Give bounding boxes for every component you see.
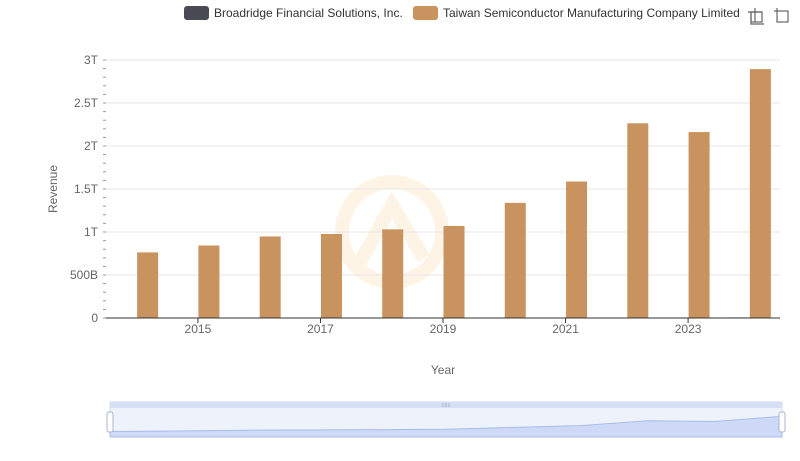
legend-item-broadridge[interactable]: Broadridge Financial Solutions, Inc. [184, 6, 403, 20]
data-zoom-preview [109, 415, 783, 438]
bar-tsmc-2014[interactable] [137, 252, 159, 318]
bar-tsmc-2024[interactable] [749, 69, 771, 318]
y-tick-label: 2.5T [74, 96, 99, 110]
legend-swatch-tsmc [413, 6, 438, 20]
x-axis: 2015 2017 2019 2021 2023 [185, 318, 702, 336]
y-tick-label: 1T [84, 225, 99, 239]
bar-tsmc-2023[interactable] [688, 132, 710, 318]
bar-tsmc-2016[interactable] [259, 236, 281, 318]
legend-swatch-broadridge [184, 6, 209, 20]
restore-icon[interactable] [774, 8, 789, 23]
y-tick-label: 3T [84, 53, 99, 67]
legend-item-tsmc[interactable]: Taiwan Semiconductor Manufacturing Compa… [413, 6, 740, 20]
bar-tsmc-2020[interactable] [504, 202, 526, 318]
bar-tsmc-2021[interactable] [566, 181, 588, 318]
y-axis: 0 500B 1T 1.5T 2T 2.5T 3T [70, 53, 106, 325]
bar-tsmc-2015[interactable] [198, 245, 220, 318]
data-zoom-handle-right[interactable] [778, 411, 786, 433]
y-tick-label: 500B [70, 268, 98, 282]
x-tick-label: 2019 [430, 322, 457, 336]
zoom-icon[interactable] [748, 8, 764, 25]
data-zoom-slider[interactable] [106, 401, 786, 438]
legend: Broadridge Financial Solutions, Inc. Tai… [184, 6, 740, 20]
bar-tsmc-2022[interactable] [627, 123, 649, 319]
y-tick-label: 2T [84, 139, 99, 153]
x-tick-label: 2017 [307, 322, 334, 336]
x-tick-label: 2021 [552, 322, 579, 336]
y-axis-title: Revenue [46, 165, 60, 213]
bars [114, 69, 771, 319]
bar-tsmc-2017[interactable] [320, 233, 342, 318]
legend-label-tsmc: Taiwan Semiconductor Manufacturing Compa… [443, 6, 740, 20]
legend-label-broadridge: Broadridge Financial Solutions, Inc. [214, 6, 403, 20]
x-axis-title: Year [431, 363, 455, 377]
y-tick-label: 0 [91, 311, 98, 325]
bar-tsmc-2019[interactable] [443, 225, 465, 318]
x-tick-label: 2015 [185, 322, 212, 336]
bar-tsmc-2018[interactable] [382, 229, 404, 318]
data-zoom-handle-left[interactable] [106, 411, 114, 433]
data-zoom-grip-icon[interactable] [442, 403, 450, 407]
x-tick-label: 2023 [675, 322, 702, 336]
y-tick-label: 1.5T [74, 182, 99, 196]
